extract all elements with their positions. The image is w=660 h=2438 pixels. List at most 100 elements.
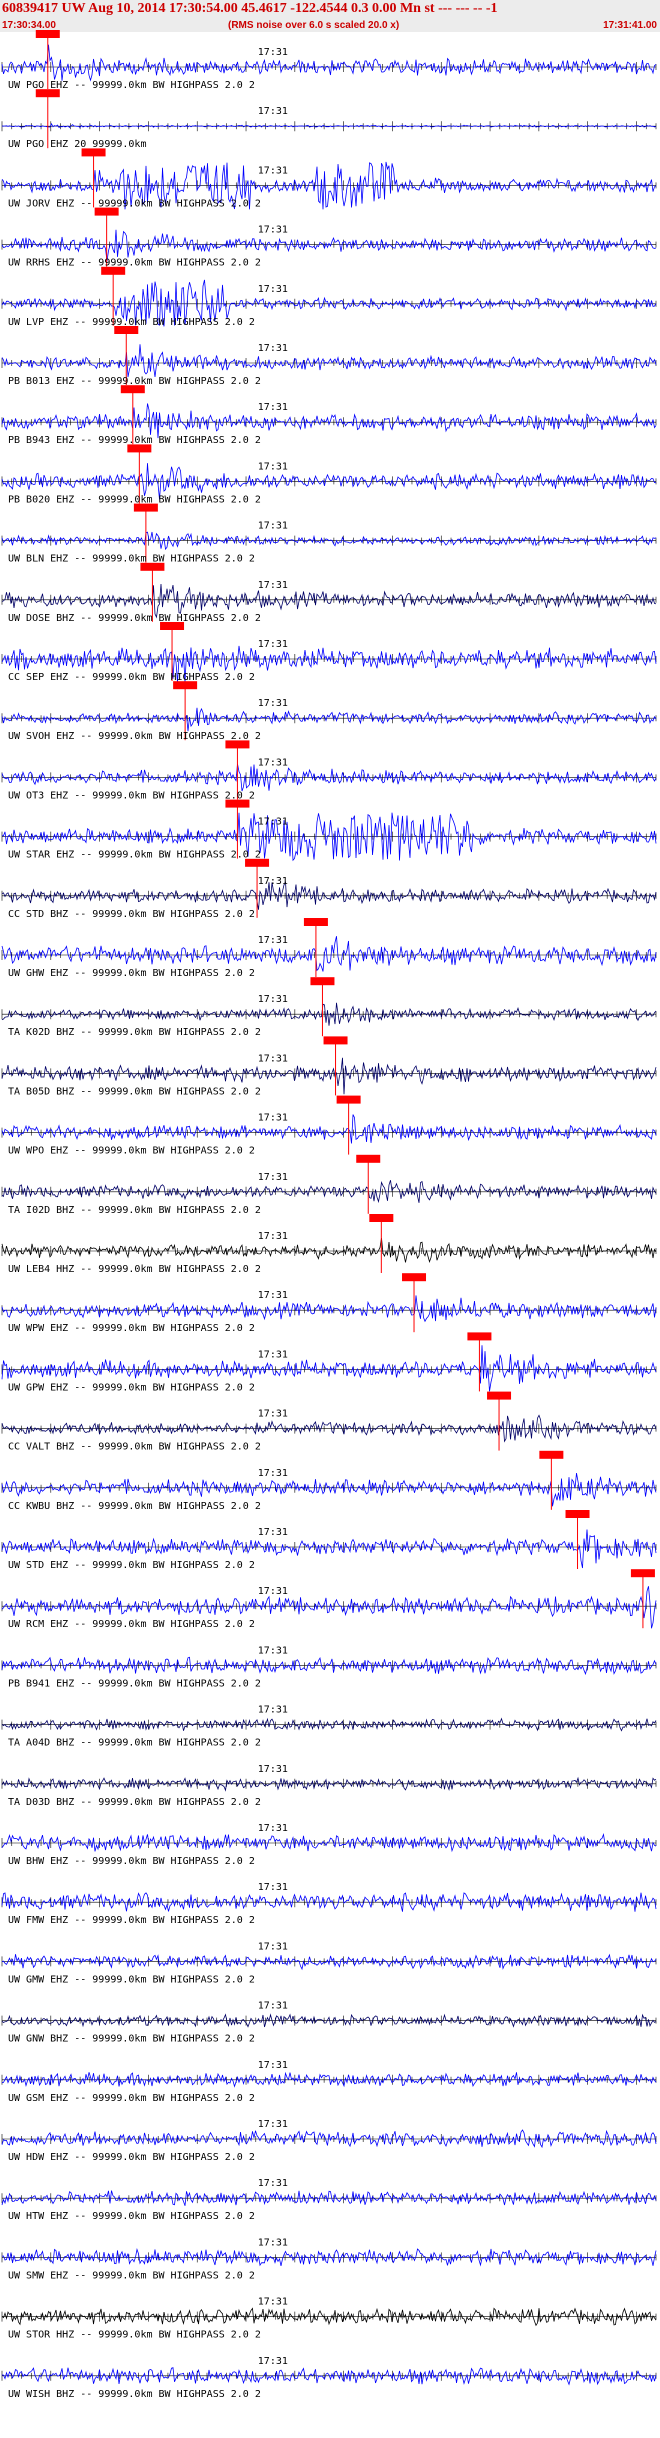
station-label: UW HTW EHZ -- 99999.0km BW HIGHPASS 2.0 …: [8, 2211, 255, 2222]
waveform-line: [1, 1345, 657, 1392]
minute-label: 17:31: [258, 521, 288, 532]
station-label: CC STD BHZ -- 99999.0km BW HIGHPASS 2.0 …: [8, 909, 255, 920]
minute-label: 17:31: [258, 1468, 288, 1479]
pick-marker: [35, 89, 60, 98]
station-label: UW SMW EHZ -- 99999.0km BW HIGHPASS 2.0 …: [8, 2270, 255, 2281]
station-label: UW GSM EHZ -- 99999.0km BW HIGHPASS 2.0 …: [8, 2093, 255, 2104]
minute-label: 17:31: [258, 698, 288, 709]
station-label: UW BHW EHZ -- 99999.0km BW HIGHPASS 2.0 …: [8, 1856, 255, 1867]
station-label: UW STOR HHZ -- 99999.0km BW HIGHPASS 2.0…: [8, 2330, 261, 2341]
waveform-line: [1, 2190, 657, 2206]
station-label: UW WISH BHZ -- 99999.0km BW HIGHPASS 2.0…: [8, 2389, 261, 2400]
minute-label: 17:31: [258, 2001, 288, 2012]
pick-marker: [467, 1332, 492, 1341]
trace-panel: 17:31 UW PGO EHZ -- 99999.0km BW HIGHPASS…: [1, 30, 657, 91]
pick-marker: [630, 1569, 655, 1578]
trace-panel: 17:31 UW STD EHZ -- 99999.0km BW HIGHPASS…: [1, 1510, 657, 1571]
station-label: UW RCM EHZ -- 99999.0km BW HIGHPASS 2.0 …: [8, 1619, 255, 1630]
trace-panel: 17:31 PB B013 EHZ -- 99999.0km BW HIGHPAS…: [1, 326, 657, 387]
trace-panel: 17:31 UW BHW EHZ -- 99999.0km BW HIGHPASS…: [1, 1823, 657, 1867]
trace-panel: 17:31 UW SVOH EHZ -- 99999.0km BW HIGHPAS…: [1, 681, 657, 742]
trace-panel: 17:31 CC KWBU BHZ -- 99999.0km BW HIGHPAS…: [1, 1450, 657, 1512]
waveform-line: [1, 812, 657, 862]
pick-marker: [539, 1450, 564, 1459]
minute-label: 17:31: [258, 2237, 288, 2248]
waveform-line: [1, 2307, 657, 2327]
waveform-line: [1, 2247, 657, 2267]
minute-label: 17:31: [258, 1231, 288, 1242]
station-label: CC KWBU BHZ -- 99999.0km BW HIGHPASS 2.0…: [8, 1501, 261, 1512]
waveform-line: [1, 279, 657, 327]
minute-label: 17:31: [258, 580, 288, 591]
pick-marker: [225, 740, 250, 749]
minute-label: 17:31: [258, 2356, 288, 2367]
minute-label: 17:31: [258, 1823, 288, 1834]
waveform-line: [1, 463, 657, 500]
minute-label: 17:31: [258, 2119, 288, 2130]
trace-panel: 17:31 CC SEP EHZ -- 99999.0km BW HIGHPASS…: [1, 622, 657, 684]
waveform-line: [1, 1832, 657, 1853]
trace-panel: 17:31 UW BLN EHZ -- 99999.0km BW HIGHPASS…: [1, 503, 657, 565]
station-label: UW WPO EHZ -- 99999.0km BW HIGHPASS 2.0 …: [8, 1146, 255, 1157]
waveform-line: [1, 1717, 657, 1732]
trace-panel: 17:31 UW GNW BHZ -- 99999.0km BW HIGHPASS…: [1, 2001, 657, 2045]
station-label: UW GNW BHZ -- 99999.0km BW HIGHPASS 2.0 …: [8, 2034, 255, 2045]
station-label: UW BLN EHZ -- 99999.0km BW HIGHPASS 2.0 …: [8, 554, 255, 565]
waveform-line: [1, 122, 657, 129]
station-label: TA D03D BHZ -- 99999.0km BW HIGHPASS 2.0…: [8, 1797, 261, 1808]
station-label: UW PGO EHZ 20 99999.0km: [8, 139, 146, 150]
trace-panel: 17:31 UW WPW EHZ -- 99999.0km BW HIGHPASS…: [1, 1273, 657, 1334]
trace-panel: 17:31 UW SMW EHZ -- 99999.0km BW HIGHPASS…: [1, 2237, 657, 2281]
waveform-line: [1, 763, 657, 792]
waveform-line: [1, 1114, 657, 1144]
station-label: TA K02D BHZ -- 99999.0km BW HIGHPASS 2.0…: [8, 1027, 261, 1038]
minute-label: 17:31: [258, 1586, 288, 1597]
waveform-line: [1, 1953, 657, 1971]
minute-label: 17:31: [258, 1705, 288, 1716]
waveform-line: [1, 1237, 657, 1264]
trace-panel: 17:31 PB B020 EHZ -- 99999.0km BW HIGHPAS…: [1, 444, 657, 505]
waveform-line: [1, 229, 657, 262]
rms-note: (RMS noise over 6.0 s scaled 20.0 x): [228, 20, 400, 31]
minute-label: 17:31: [258, 461, 288, 472]
minute-label: 17:31: [258, 639, 288, 650]
trace-panel: 17:31 UW WPO EHZ -- 99999.0km BW HIGHPASS…: [1, 1095, 657, 1157]
trace-panel: 17:31 UW LEB4 HHZ -- 99999.0km BW HIGHPAS…: [1, 1214, 657, 1275]
trace-panel: 17:31 UW RRHS EHZ -- 99999.0km BW HIGHPAS…: [1, 207, 657, 269]
trace-panel: 17:31 UW GMW EHZ -- 99999.0km BW HIGHPASS…: [1, 1941, 657, 1985]
pick-marker: [356, 1154, 381, 1163]
waveform-line: [1, 1295, 657, 1323]
waveform-line: [1, 1473, 657, 1507]
waveform-line: [1, 2129, 657, 2149]
minute-label: 17:31: [258, 817, 288, 828]
pick-marker: [336, 1095, 361, 1104]
minute-label: 17:31: [258, 2297, 288, 2308]
waveform-line: [1, 1002, 657, 1026]
waveform-line: [1, 2071, 657, 2088]
waveform-line: [1, 881, 657, 910]
trace-panel: 17:31 UW GHW EHZ -- 99999.0km BW HIGHPASS…: [1, 918, 657, 979]
trace-panel: 17:31 UW STAR EHZ -- 99999.0km BW HIGHPAS…: [1, 799, 657, 862]
header-bar: 60839417 UW Aug 10, 2014 17:30:54.00 45.…: [0, 0, 660, 32]
minute-label: 17:31: [258, 343, 288, 354]
minute-label: 17:31: [258, 165, 288, 176]
pick-marker: [127, 444, 152, 453]
start-time: 17:30:34.00: [2, 20, 56, 31]
station-label: UW OT3 EHZ -- 99999.0km BW HIGHPASS 2.0 …: [8, 790, 255, 801]
trace-panel: 17:31 TA D03D BHZ -- 99999.0km BW HIGHPAS…: [1, 1764, 657, 1808]
minute-label: 17:31: [258, 1941, 288, 1952]
station-label: UW FMW EHZ -- 99999.0km BW HIGHPASS 2.0 …: [8, 1915, 255, 1926]
station-label: PB B943 EHZ -- 99999.0km BW HIGHPASS 2.0…: [8, 435, 261, 446]
station-label: UW PGO EHZ -- 99999.0km BW HIGHPASS 2.0 …: [8, 80, 255, 91]
minute-label: 17:31: [258, 994, 288, 1005]
pick-marker: [101, 266, 126, 275]
pick-marker: [565, 1510, 590, 1518]
minute-label: 17:31: [258, 1764, 288, 1775]
trace-panel: 17:31 UW JORV EHZ -- 99999.0km BW HIGHPAS…: [1, 148, 657, 210]
pick-marker: [323, 1036, 348, 1045]
minute-label: 17:31: [258, 1113, 288, 1124]
waveform-line: [1, 1586, 657, 1629]
station-label: PB B941 EHZ -- 99999.0km BW HIGHPASS 2.0…: [8, 1678, 261, 1689]
trace-panel: 17:31 TA I02D BHZ -- 99999.0km BW HIGHPAS…: [1, 1154, 657, 1216]
trace-panel: 17:31 UW WISH BHZ -- 99999.0km BW HIGHPAS…: [1, 2356, 657, 2400]
